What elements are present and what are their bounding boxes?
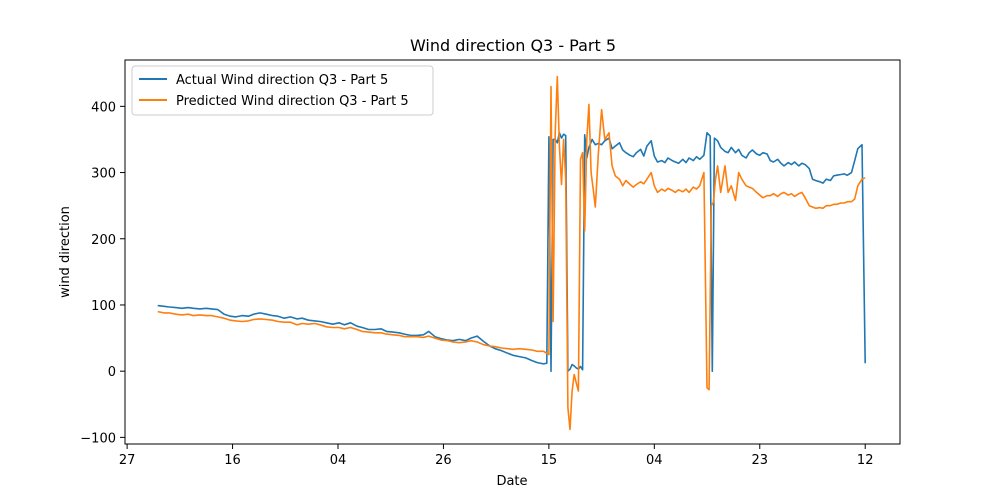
chart-title: Wind direction Q3 - Part 5 <box>410 36 616 55</box>
x-tick-label: 26 <box>435 453 452 468</box>
x-tick-label: 12 <box>857 453 874 468</box>
x-tick-label: 04 <box>330 453 347 468</box>
x-tick-label: 15 <box>541 453 558 468</box>
legend-box <box>131 65 434 116</box>
x-tick-label: 23 <box>751 453 768 468</box>
y-tick-label: −100 <box>80 431 116 446</box>
x-tick-label: 27 <box>119 453 136 468</box>
y-tick-label: 200 <box>91 233 116 248</box>
legend: Actual Wind direction Q3 - Part 5 Predic… <box>131 65 434 116</box>
x-axis-label: Date <box>496 474 527 489</box>
y-tick-label: 0 <box>108 365 116 380</box>
y-axis: −100 0 100 200 300 400 <box>80 100 125 446</box>
x-tick-label: 16 <box>224 453 241 468</box>
plot-frame <box>124 59 901 445</box>
y-tick-label: 300 <box>91 167 116 182</box>
plot-area <box>124 59 901 445</box>
legend-label-actual: Actual Wind direction Q3 - Part 5 <box>176 73 388 88</box>
x-tick-label: 04 <box>646 453 663 468</box>
y-axis-label: wind direction <box>58 206 73 298</box>
series-layer <box>157 75 866 431</box>
y-tick-label: 100 <box>91 299 116 314</box>
series-line-predicted <box>157 75 866 431</box>
series-line-actual <box>157 132 866 372</box>
y-tick-label: 400 <box>91 100 116 115</box>
legend-label-predicted: Predicted Wind direction Q3 - Part 5 <box>176 94 409 109</box>
x-axis: 27 16 04 26 15 04 23 12 <box>119 444 874 468</box>
